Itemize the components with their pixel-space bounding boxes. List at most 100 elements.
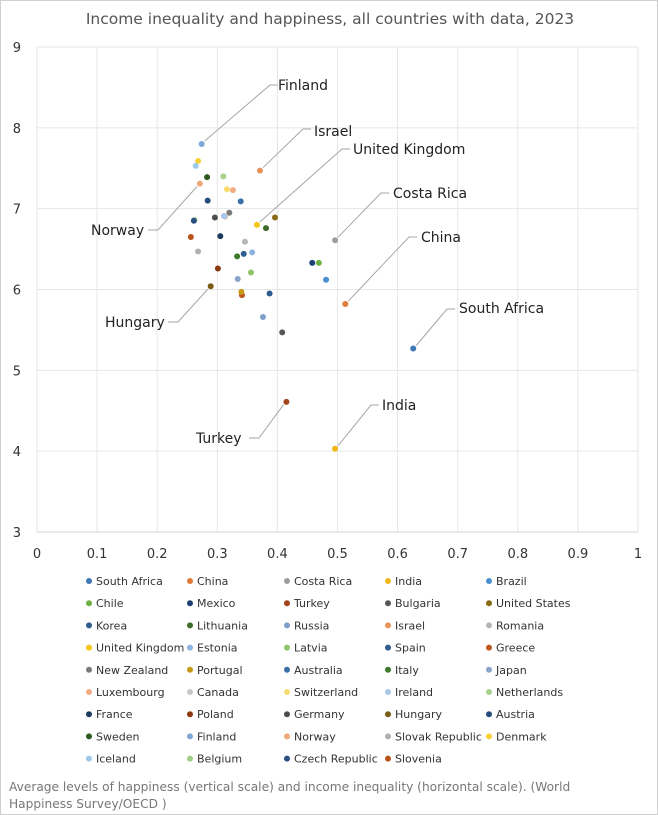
data-point-chile [315,259,322,266]
legend-marker [284,711,290,718]
y-tick-label: 7 [13,203,21,218]
legend-marker [486,644,492,651]
leader-line [148,186,198,231]
legend-label: Slovenia [395,753,442,766]
legend-marker [86,578,92,584]
legend-label: Turkey [293,597,330,610]
leader-line [168,288,209,323]
data-point-ireland [220,212,227,219]
data-point-brazil [323,276,330,283]
legend-label: Hungary [395,708,442,721]
legend-label: Czech Republic [294,753,378,766]
data-point-lithuania [262,225,269,232]
legend-marker [486,733,492,740]
legend-marker [284,755,290,762]
legend-label: Denmark [496,730,547,743]
data-point-netherlands [220,173,227,180]
data-point-sweden [204,174,211,181]
data-point-australia [237,198,244,205]
legend-marker [385,733,391,740]
legend-marker [187,733,193,740]
legend-label: Iceland [96,753,136,766]
legend-label: Norway [294,730,336,743]
legend-label: Italy [395,664,419,677]
legend-label: Brazil [496,575,527,588]
annotation-label: South Africa [459,301,544,317]
legend-label: France [96,708,133,721]
legend-label: Lithuania [197,619,248,632]
data-point-slovak-republic [195,248,202,255]
legend-label: Netherlands [496,686,563,699]
data-point-france [217,233,224,240]
data-point-turkey [283,398,290,405]
legend-marker [486,689,492,695]
legend-marker [284,689,290,695]
data-point-portugal [238,288,245,295]
legend-label: Slovak Republic [395,730,482,743]
legend-marker [284,644,290,651]
annotation-label: Israel [314,124,352,140]
data-point-luxembourg [229,187,236,194]
legend-label: Australia [294,664,343,677]
legend-marker [284,578,290,584]
annotation-label: India [382,398,416,414]
legend-label: Romania [496,619,544,632]
y-tick-label: 4 [13,445,21,460]
legend-marker [284,666,290,673]
legend-marker [284,733,290,740]
legend-label: Austria [496,708,535,721]
legend-marker [187,755,193,762]
annotation-label: Finland [278,78,328,94]
data-point-new-zealand [226,209,233,216]
legend-label: Ireland [395,686,433,699]
legend-label: Canada [197,686,239,699]
data-point-czech-republic [190,217,197,224]
data-point-china [342,301,349,308]
legend-label: China [197,575,228,588]
legend-label: Bulgaria [395,597,441,610]
x-tick-label: 1 [634,547,642,562]
gridlines [36,46,639,533]
data-point-hungary [207,283,214,290]
legend-label: Spain [395,642,426,655]
legend-marker [187,578,193,584]
legend-marker [187,666,193,673]
data-point-austria [204,197,211,204]
data-point-korea [266,290,273,297]
legend-label: Greece [496,642,535,655]
legend-label: South Africa [96,575,163,588]
annotation-label: Norway [91,223,144,239]
legend-marker [86,600,92,607]
legend-label: Luxembourg [96,686,165,699]
legend-marker [385,755,391,762]
leader-line [347,236,417,302]
y-tick-label: 5 [13,364,21,379]
annotation-leader-lines [148,84,455,447]
legend-label: India [395,575,422,588]
annotation-label: Turkey [195,431,242,447]
legend-label: Finland [197,730,236,743]
y-tick-label: 6 [13,284,21,299]
legend-marker [385,689,391,695]
legend-marker [86,711,92,718]
x-tick-label: 0.8 [507,547,528,562]
legend-label: Japan [495,664,527,677]
data-point-finland [198,141,205,147]
data-point-denmark [195,157,202,164]
x-tick-label: 0.9 [568,547,589,562]
legend-label: Latvia [294,642,328,655]
leader-line [337,404,379,447]
data-point-bulgaria [279,329,286,336]
data-point-mexico [309,259,316,266]
legend-marker [486,622,492,629]
y-tick-label: 3 [13,526,21,541]
legend-label: Mexico [197,597,236,610]
legend-marker [86,644,92,651]
data-point-costa-rica [332,237,339,244]
figure-caption: Average levels of happiness (vertical sc… [9,780,571,811]
legend-marker [486,578,492,584]
x-axis-ticks: 0 0.1 0.2 0.3 0.4 0.5 0.6 0.7 0.8 0.9 1 [33,547,642,562]
legend-marker [86,666,92,673]
